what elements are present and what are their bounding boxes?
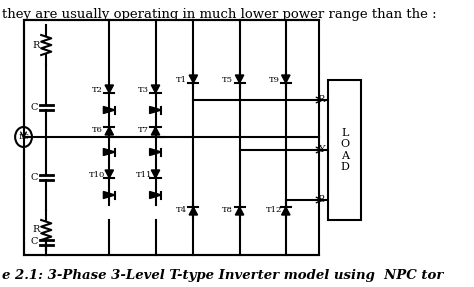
Text: Y: Y	[318, 146, 324, 154]
Polygon shape	[282, 207, 290, 215]
Polygon shape	[105, 170, 113, 178]
Text: R: R	[318, 96, 325, 104]
Polygon shape	[103, 191, 115, 199]
Text: T5: T5	[222, 76, 233, 84]
Text: L
O
A
D: L O A D	[340, 128, 349, 172]
Text: C: C	[31, 102, 38, 112]
Polygon shape	[103, 148, 115, 156]
Polygon shape	[236, 75, 244, 83]
Bar	[328, 80, 362, 220]
Text: T1: T1	[176, 76, 187, 84]
Polygon shape	[151, 170, 160, 178]
Text: R: R	[32, 40, 40, 49]
Polygon shape	[189, 207, 198, 215]
Polygon shape	[150, 106, 161, 113]
Text: T12: T12	[266, 206, 282, 214]
Polygon shape	[150, 148, 161, 156]
Polygon shape	[103, 106, 115, 113]
Text: T11: T11	[136, 171, 152, 179]
Text: C: C	[31, 238, 38, 247]
Text: T8: T8	[222, 206, 233, 214]
Polygon shape	[105, 127, 113, 135]
Text: B: B	[318, 195, 325, 205]
Text: DC: DC	[18, 133, 29, 141]
Text: e 2.1: 3-Phase 3-Level T-type Inverter model using  NPC tor: e 2.1: 3-Phase 3-Level T-type Inverter m…	[2, 269, 443, 282]
Text: they are usually operating in much lower power range than the :: they are usually operating in much lower…	[2, 8, 436, 21]
Text: T3: T3	[138, 86, 149, 94]
Polygon shape	[151, 127, 160, 135]
Text: R: R	[32, 226, 40, 234]
Polygon shape	[189, 75, 198, 83]
Text: T2: T2	[92, 86, 103, 94]
Text: C: C	[31, 172, 38, 181]
Text: T7: T7	[138, 126, 149, 134]
Text: T4: T4	[176, 206, 187, 214]
Polygon shape	[151, 85, 160, 93]
Polygon shape	[282, 75, 290, 83]
Bar	[24, 20, 319, 255]
Text: T10: T10	[90, 171, 106, 179]
Text: T9: T9	[269, 76, 280, 84]
Text: T6: T6	[92, 126, 103, 134]
Polygon shape	[236, 207, 244, 215]
Polygon shape	[150, 191, 161, 199]
Polygon shape	[105, 85, 113, 93]
